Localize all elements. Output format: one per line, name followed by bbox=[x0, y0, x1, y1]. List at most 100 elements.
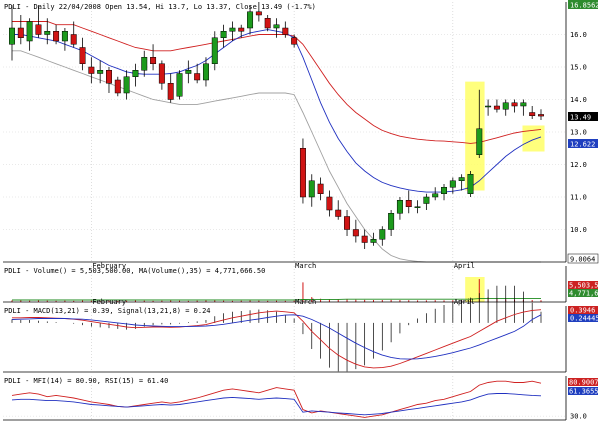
price-candle bbox=[476, 89, 483, 158]
candle-body bbox=[202, 63, 209, 81]
price-candle bbox=[414, 200, 421, 214]
candle-body bbox=[97, 70, 104, 74]
price-candle bbox=[17, 15, 24, 45]
volume-right-tag: 4,771,666 bbox=[569, 290, 600, 298]
candle-body bbox=[388, 213, 395, 230]
candle-body bbox=[529, 112, 536, 116]
mfi-label: PDLI - MFI(14) = 80.90, RSI(15) = 61.40 bbox=[4, 377, 168, 385]
candle-body bbox=[150, 57, 157, 64]
price-candle bbox=[335, 200, 342, 220]
price-candle bbox=[141, 50, 148, 77]
candle-body bbox=[467, 174, 474, 194]
candle-body bbox=[61, 31, 68, 42]
volume-label: PDLI - Volume() = 5,503,500.00, MA(Volum… bbox=[4, 267, 265, 275]
price-tick-label: 16.0 bbox=[570, 31, 587, 39]
candle-body bbox=[379, 229, 386, 240]
price-candle bbox=[485, 99, 492, 116]
candle-body bbox=[79, 47, 86, 64]
price-candle bbox=[176, 70, 183, 100]
volume-right-tag-bg bbox=[568, 289, 598, 297]
price-candle bbox=[326, 190, 333, 217]
price-tick-label: 12.0 bbox=[570, 161, 587, 169]
candle-body bbox=[520, 102, 527, 107]
candle-body bbox=[53, 31, 60, 42]
price-candle bbox=[388, 210, 395, 236]
price-right-tag-bg bbox=[568, 0, 598, 9]
candle-body bbox=[194, 73, 201, 81]
candle-body bbox=[493, 105, 500, 110]
mfi-tick-label: 30.0 bbox=[570, 413, 587, 421]
price-candle bbox=[511, 99, 518, 113]
price-candle bbox=[405, 190, 412, 214]
price-candle bbox=[158, 60, 165, 90]
mfi-right-tag: 80.9007 bbox=[569, 379, 599, 387]
price-candle bbox=[529, 106, 536, 119]
candle-body bbox=[247, 11, 254, 29]
price-candle bbox=[70, 21, 77, 48]
macd-right-tag: 0.24445 bbox=[570, 315, 600, 323]
candle-body bbox=[70, 34, 77, 45]
candle-body bbox=[396, 200, 403, 214]
price-candle bbox=[282, 21, 289, 38]
price-candle bbox=[520, 99, 527, 116]
candle-body bbox=[308, 180, 315, 198]
price-candle bbox=[202, 57, 209, 87]
mfi-right-tag-bg bbox=[568, 378, 598, 386]
month-label-price: February bbox=[92, 262, 126, 270]
price-candle bbox=[53, 24, 60, 45]
month-label-price: March bbox=[295, 262, 316, 270]
candle-body bbox=[326, 196, 333, 211]
price-candle bbox=[423, 193, 430, 210]
price-highlight-last bbox=[522, 125, 545, 152]
price-candle bbox=[97, 60, 104, 84]
candle-body bbox=[485, 105, 492, 108]
candle-body bbox=[511, 102, 518, 107]
price-right-tag-bg bbox=[568, 112, 598, 121]
price-right-tag: 9.0064 bbox=[570, 256, 595, 264]
mfi-line bbox=[11, 380, 542, 418]
price-candle bbox=[273, 18, 280, 38]
price-candle bbox=[538, 109, 544, 120]
price-candle bbox=[35, 5, 42, 38]
price-candle bbox=[123, 70, 130, 100]
price-tick-label: 14.0 bbox=[570, 96, 587, 104]
macd-right-tag-bg bbox=[568, 306, 598, 314]
candle-body bbox=[273, 24, 280, 29]
price-candle bbox=[264, 15, 271, 32]
price-candle bbox=[229, 21, 236, 41]
price-tick-label: 10.0 bbox=[570, 226, 587, 234]
candle-body bbox=[344, 216, 351, 230]
candle-body bbox=[291, 37, 298, 45]
price-right-tag: 12.622 bbox=[570, 141, 595, 149]
price-candle bbox=[449, 177, 456, 194]
candle-body bbox=[317, 183, 324, 194]
price-candle bbox=[61, 28, 68, 51]
price-candle bbox=[132, 63, 139, 87]
candle-body bbox=[370, 239, 377, 243]
price-highlight-breakout bbox=[465, 81, 485, 191]
price-candle bbox=[396, 197, 403, 220]
candle-body bbox=[361, 235, 368, 243]
candle-body bbox=[9, 27, 15, 45]
chart-header: PDLI - Daily 22/04/2008 Open 13.54, Hi 1… bbox=[4, 3, 316, 11]
macd-signal-line bbox=[11, 314, 542, 360]
price-candle bbox=[361, 229, 368, 249]
price-candle bbox=[88, 57, 95, 84]
price-candle bbox=[370, 232, 377, 246]
candle-body bbox=[441, 187, 447, 194]
price-candle bbox=[9, 5, 15, 61]
price-right-tag-bg bbox=[567, 253, 599, 264]
macd-label: PDLI - MACD(13,21) = 0.39, Signal(13,21,… bbox=[4, 307, 211, 315]
candle-body bbox=[220, 31, 227, 38]
price-candle bbox=[211, 31, 218, 71]
price-candle bbox=[502, 99, 509, 116]
candle-body bbox=[88, 66, 95, 74]
candle-body bbox=[123, 76, 130, 94]
month-label-price: April bbox=[454, 262, 475, 270]
price-candle bbox=[167, 73, 174, 103]
candle-body bbox=[185, 70, 192, 74]
candle-body bbox=[449, 180, 456, 188]
candle-body bbox=[282, 27, 289, 35]
price-candle bbox=[255, 2, 262, 22]
candle-body bbox=[335, 209, 342, 217]
